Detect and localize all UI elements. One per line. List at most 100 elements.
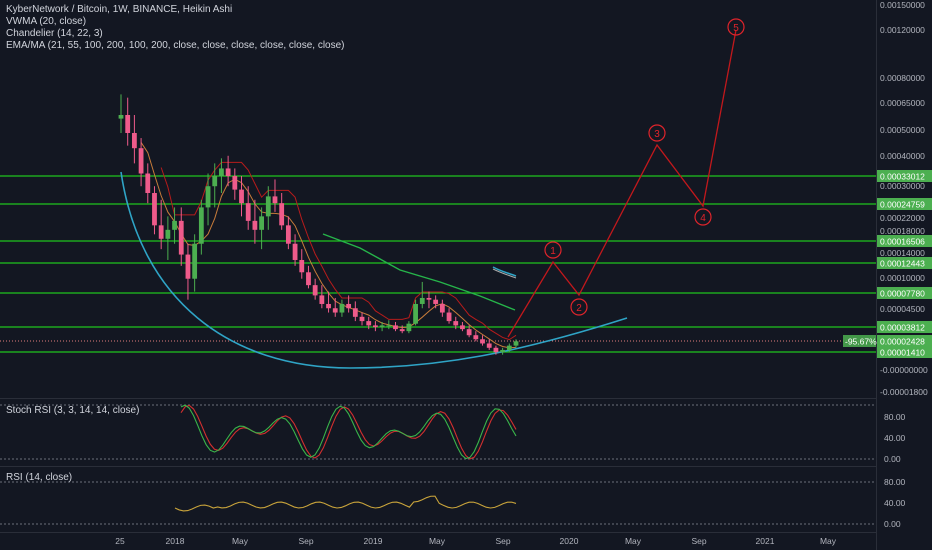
candle-body[interactable]	[259, 216, 264, 230]
time-tick: 25	[115, 536, 125, 546]
candle-body[interactable]	[212, 176, 218, 187]
candle-body[interactable]	[500, 349, 506, 353]
candle-body[interactable]	[232, 176, 238, 190]
candle-body[interactable]	[346, 303, 352, 309]
stoch-pane[interactable]: 80.00 40.00 0.00	[0, 404, 906, 464]
candle-body[interactable]	[513, 341, 519, 346]
candle-body[interactable]	[205, 186, 211, 208]
candle-body[interactable]	[152, 193, 157, 226]
candle-body[interactable]	[379, 325, 385, 328]
candle-body[interactable]	[386, 325, 392, 327]
price-tick: 0.00065000	[880, 98, 925, 108]
wave-marker-3[interactable]	[648, 124, 666, 142]
candle-body[interactable]	[245, 203, 251, 221]
candle-body[interactable]	[359, 316, 365, 322]
candle-body[interactable]	[172, 220, 177, 230]
level-label-bg	[877, 198, 932, 210]
ema-line	[322, 233, 516, 311]
time-tick: 2021	[756, 536, 775, 546]
candle-body[interactable]	[413, 303, 418, 324]
candle-body[interactable]	[239, 189, 244, 204]
candle-body[interactable]	[339, 303, 345, 313]
wave-markers[interactable]	[544, 18, 745, 316]
wave-marker-5[interactable]	[727, 18, 745, 36]
candle-body[interactable]	[419, 297, 425, 304]
candle-body[interactable]	[433, 299, 439, 304]
rsi-tick: 0.00	[884, 519, 901, 529]
indicator-vwma[interactable]: VWMA (20, close)	[6, 16, 87, 27]
candle-body[interactable]	[406, 323, 412, 332]
stoch-tick: 80.00	[884, 412, 906, 422]
candle-body[interactable]	[265, 196, 271, 217]
candle-body[interactable]	[399, 329, 405, 332]
stoch-axis: 80.00 40.00 0.00	[884, 412, 906, 464]
candle-body[interactable]	[319, 295, 325, 304]
price-tick: 0.00030000	[880, 181, 925, 191]
candle-body[interactable]	[460, 325, 465, 330]
indicator-ema-ma[interactable]: EMA/MA (21, 55, 100, 200, 100, 200, clos…	[6, 40, 345, 51]
candle-body[interactable]	[285, 225, 291, 244]
candle-body[interactable]	[373, 325, 378, 328]
price-axis[interactable]: 0.00150000 0.00120000 0.00080000 0.00065…	[880, 0, 928, 397]
wave-label: 2	[576, 303, 582, 314]
candle-body[interactable]	[366, 321, 372, 326]
candles-group[interactable]	[118, 94, 519, 355]
candle-body[interactable]	[292, 243, 298, 260]
candle-body[interactable]	[118, 115, 124, 119]
candle-body[interactable]	[131, 133, 137, 149]
level-lines[interactable]	[0, 175, 876, 353]
wave-projection-line[interactable]	[507, 29, 737, 338]
rsi-tick: 80.00	[884, 477, 906, 487]
stoch-k-line	[180, 404, 517, 460]
candle-body[interactable]	[453, 321, 459, 326]
time-tick: May	[232, 536, 249, 546]
candle-body[interactable]	[165, 229, 171, 239]
rsi-pane-label[interactable]: RSI (14, close)	[6, 472, 73, 483]
candle-body[interactable]	[312, 285, 318, 296]
wave-marker-2[interactable]	[570, 298, 588, 316]
candle-body[interactable]	[198, 207, 204, 244]
candle-body[interactable]	[480, 339, 485, 344]
candle-body[interactable]	[493, 347, 499, 353]
candle-body[interactable]	[145, 173, 151, 194]
candle-body[interactable]	[393, 325, 398, 330]
candle-body[interactable]	[299, 259, 305, 273]
price-tick: 0.00010000	[880, 273, 925, 283]
indicator-chandelier[interactable]: Chandelier (14, 22, 3)	[6, 28, 103, 39]
candle-body[interactable]	[178, 220, 184, 255]
time-tick: 2019	[364, 536, 383, 546]
candle-body[interactable]	[185, 254, 191, 279]
candle-body[interactable]	[439, 303, 445, 313]
candle-body[interactable]	[473, 335, 479, 340]
candle-body[interactable]	[506, 345, 512, 350]
candle-body[interactable]	[219, 168, 224, 177]
candle-body[interactable]	[306, 272, 311, 286]
candle-body[interactable]	[446, 312, 452, 322]
candle-body[interactable]	[352, 308, 358, 317]
candle-body[interactable]	[192, 243, 198, 279]
chart-title[interactable]: KyberNetwork / Bitcoin, 1W, BINANCE, Hei…	[6, 4, 233, 15]
candle-body[interactable]	[225, 168, 231, 177]
candle-body[interactable]	[332, 308, 338, 313]
candle-body[interactable]	[272, 196, 278, 204]
rsi-pane[interactable]: 80.00 40.00 0.00	[0, 477, 906, 529]
time-axis[interactable]: 25 2018 May Sep 2019 May Sep 2020 May Se…	[115, 536, 837, 546]
stoch-pane-label[interactable]: Stoch RSI (3, 3, 14, 14, close)	[6, 405, 140, 416]
level-label-bg	[877, 321, 932, 333]
rsi-line	[174, 495, 517, 512]
candle-body[interactable]	[426, 297, 432, 300]
rounded-bottom-arc[interactable]	[120, 171, 628, 369]
candle-body[interactable]	[326, 303, 331, 309]
candle-body[interactable]	[158, 225, 164, 239]
level-label-bg	[877, 257, 932, 269]
wave-marker-1[interactable]	[544, 241, 562, 259]
candle-body[interactable]	[486, 343, 492, 348]
candle-body[interactable]	[466, 329, 472, 336]
wave-marker-4[interactable]	[694, 208, 712, 226]
candle-body[interactable]	[125, 115, 131, 133]
time-tick: May	[625, 536, 642, 546]
level-label: 0.00016506	[880, 237, 925, 247]
candle-body[interactable]	[279, 203, 285, 226]
candle-body[interactable]	[252, 220, 258, 230]
candle-body[interactable]	[138, 148, 144, 174]
